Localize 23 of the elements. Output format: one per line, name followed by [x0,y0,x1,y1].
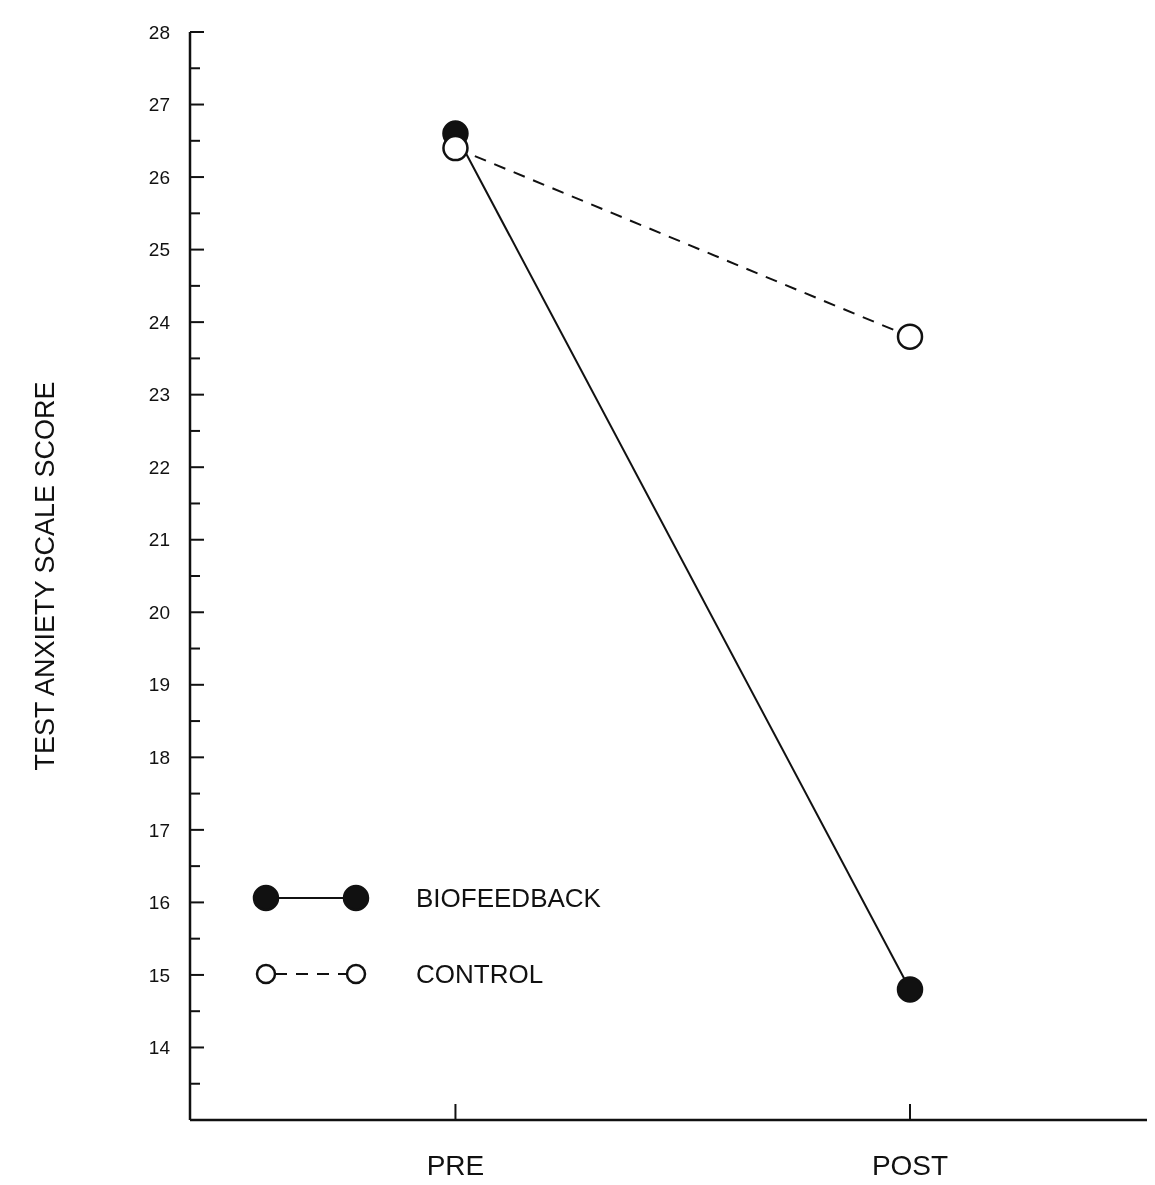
y-tick-label: 26 [148,166,170,188]
y-tick-label: 21 [148,529,170,551]
y-tick-label: 25 [148,239,170,261]
y-tick-label: 22 [148,456,170,478]
y-tick-label: 24 [148,311,171,333]
y-tick-label: 20 [148,601,170,623]
y-tick-label: 27 [148,94,170,116]
y-axis-title: TEST ANXIETY SCALE SCORE [30,381,60,771]
x-tick-label: POST [871,1150,949,1181]
point [896,976,924,1003]
point [896,323,924,350]
legend-label: CONTROL [416,959,544,990]
y-tick-label: 28 [148,21,170,43]
y-tick-label: 18 [148,746,170,768]
legend-label: BIOFEEDBACK [416,883,602,914]
y-tick-label: 14 [148,1037,171,1059]
y-tick-label: 17 [148,819,170,841]
y-tick-label: 15 [148,964,170,986]
point [442,134,469,162]
x-tick-label: PRE [426,1150,485,1181]
y-tick-label: 23 [148,384,170,406]
y-tick-label: 19 [148,674,170,696]
y-tick-label: 16 [148,892,170,914]
